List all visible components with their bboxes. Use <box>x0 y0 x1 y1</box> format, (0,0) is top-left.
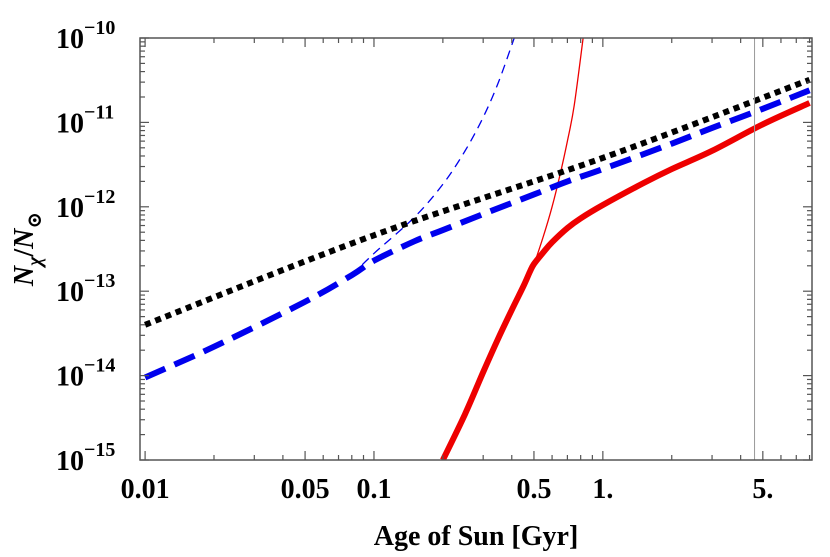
x-tick-label: 1. <box>592 474 613 505</box>
y-axis-title-slash: / <box>9 248 40 258</box>
series-line-red-solid-thin <box>522 38 584 287</box>
y-tick-label: 10−10 <box>56 17 115 55</box>
tick-labels-layer: 0.01 0.05 0.1 0.5 1. 5. 10−15 10−14 10−13 10−12 10… <box>56 17 773 505</box>
y-axis-title-sub2: ⊙ <box>24 212 46 229</box>
ticks-layer <box>140 37 812 461</box>
y-tick-label: 10−15 <box>56 439 115 477</box>
y-axis-title-base2: N <box>9 227 40 250</box>
y-tick-label: 10−11 <box>56 101 114 139</box>
series-line-blue-dashed-thick <box>143 87 811 381</box>
y-tick-label: 10−12 <box>56 186 115 224</box>
plot-frame <box>139 37 813 461</box>
x-tick-label: 0.05 <box>281 474 330 505</box>
series-layer <box>143 38 811 460</box>
y-axis-title-sub: χ <box>24 256 46 269</box>
series-line-red-solid-thick <box>440 100 811 460</box>
y-axis-title-base: N <box>9 264 40 287</box>
y-axis-title: Nχ/N⊙ <box>9 212 46 287</box>
x-tick-label: 0.1 <box>356 474 391 505</box>
x-tick-label: 5. <box>752 474 773 505</box>
y-tick-label: 10−14 <box>56 355 115 393</box>
x-axis-title: Age of Sun [Gyr] <box>374 521 579 552</box>
x-tick-label: 0.5 <box>516 474 551 505</box>
series-line-blue-dashed-thin <box>351 38 515 276</box>
x-tick-label: 0.01 <box>121 474 170 505</box>
series-line-black-dotted <box>144 76 811 328</box>
y-tick-label: 10−13 <box>56 270 115 308</box>
